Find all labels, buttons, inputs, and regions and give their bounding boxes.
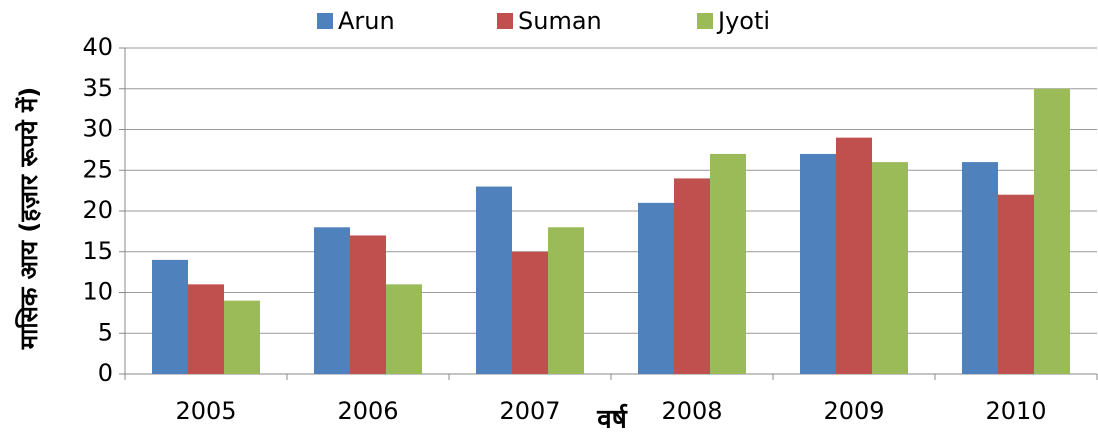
bar [1034,88,1070,374]
bar [836,137,872,374]
x-tick-label: 2005 [175,397,236,425]
bar [674,178,710,374]
bar [638,202,674,374]
bar [386,284,422,374]
y-axis-title: मासिक आय (हज़ार रूपये में) [15,87,43,350]
x-tick-label: 2010 [985,397,1046,425]
x-tick-label: 2008 [661,397,722,425]
bar [188,284,224,374]
x-tick-label: 2006 [337,397,398,425]
y-tick-label: 25 [82,155,113,183]
y-tick-label: 5 [98,318,113,346]
legend-swatch [697,13,713,29]
bar [224,300,260,374]
x-axis-title: वर्ष [596,404,627,433]
y-tick-label: 15 [82,237,113,265]
x-tick-label: 2009 [823,397,884,425]
y-tick-label: 30 [82,115,113,143]
bar [152,259,188,374]
y-tick-label: 10 [82,278,113,306]
y-tick-label: 20 [82,196,113,224]
y-tick-label: 0 [98,359,113,387]
x-tick-label: 2007 [499,397,560,425]
y-tick-label: 40 [82,33,113,61]
bar [962,162,998,374]
bar [998,194,1034,374]
bar [800,153,836,374]
bar [512,251,548,374]
bar [476,186,512,374]
bar [710,153,746,374]
bar [872,162,908,374]
legend-swatch [317,13,333,29]
legend-label: Arun [338,7,395,35]
bar [314,227,350,374]
bar [350,235,386,374]
bar [548,227,584,374]
legend-label: Suman [518,7,602,35]
legend-swatch [497,13,513,29]
legend-label: Jyoti [716,7,770,35]
y-tick-label: 35 [82,74,113,102]
